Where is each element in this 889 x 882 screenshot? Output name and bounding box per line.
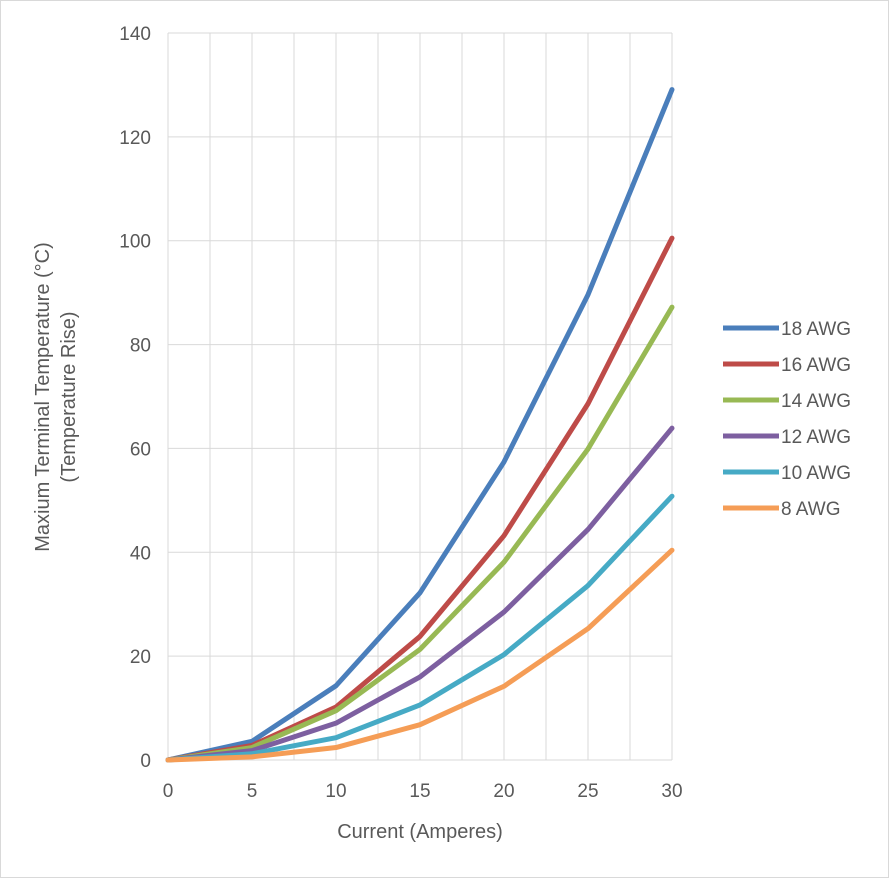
legend-layer: 18 AWG 16 AWG 14 AWG 12 AWG 10 AWG 8 AWG xyxy=(723,319,851,520)
series-line-12-awg xyxy=(165,425,675,763)
y-axis-title: Maxium Terminal Temperature (°C) (Temper… xyxy=(32,242,80,552)
series-line-8-awg xyxy=(165,547,675,763)
x-tick-label: 0 xyxy=(163,781,174,802)
x-axis-title: Current (Amperes) xyxy=(337,821,503,843)
legend-label: 8 AWG xyxy=(781,499,840,520)
y-tick-label: 40 xyxy=(130,543,151,564)
y-tick-label: 100 xyxy=(119,232,151,253)
x-tick-label: 5 xyxy=(247,781,258,802)
y-tick-label: 120 xyxy=(119,128,151,149)
series-line-14-awg xyxy=(165,304,675,763)
y-axis-title-line-2: (Temperature Rise) xyxy=(58,311,80,482)
legend-label: 18 AWG xyxy=(781,319,851,340)
y-tick-label: 20 xyxy=(130,647,151,668)
x-tick-label: 30 xyxy=(661,781,682,802)
legend-item: 14 AWG xyxy=(723,391,851,412)
legend-label: 12 AWG xyxy=(781,427,851,448)
legend-label: 14 AWG xyxy=(781,391,851,412)
series-line-10-awg xyxy=(165,493,675,763)
legend-item: 16 AWG xyxy=(723,355,851,376)
legend-item: 10 AWG xyxy=(723,463,851,484)
legend-label: 16 AWG xyxy=(781,355,851,376)
y-tick-label: 60 xyxy=(130,439,151,460)
y-axis-title-line-1: Maxium Terminal Temperature (°C) xyxy=(32,242,54,552)
x-tick-label: 10 xyxy=(325,781,346,802)
legend-item: 18 AWG xyxy=(723,319,851,340)
y-tick-label: 0 xyxy=(140,751,151,772)
y-tick-label: 140 xyxy=(119,24,151,45)
legend-item: 12 AWG xyxy=(723,427,851,448)
axis-layer: 0 20 40 60 80 100 120 140 0 5 10 15 20 25 30 xyxy=(119,24,682,802)
y-tick-label: 80 xyxy=(130,336,151,357)
series-layer xyxy=(165,87,675,763)
x-tick-label: 25 xyxy=(577,781,598,802)
legend-item: 8 AWG xyxy=(723,499,840,520)
series-line-18-awg xyxy=(165,87,675,763)
grid-layer xyxy=(168,32,673,760)
x-tick-label: 20 xyxy=(493,781,514,802)
x-tick-label: 15 xyxy=(409,781,430,802)
legend-label: 10 AWG xyxy=(781,463,851,484)
